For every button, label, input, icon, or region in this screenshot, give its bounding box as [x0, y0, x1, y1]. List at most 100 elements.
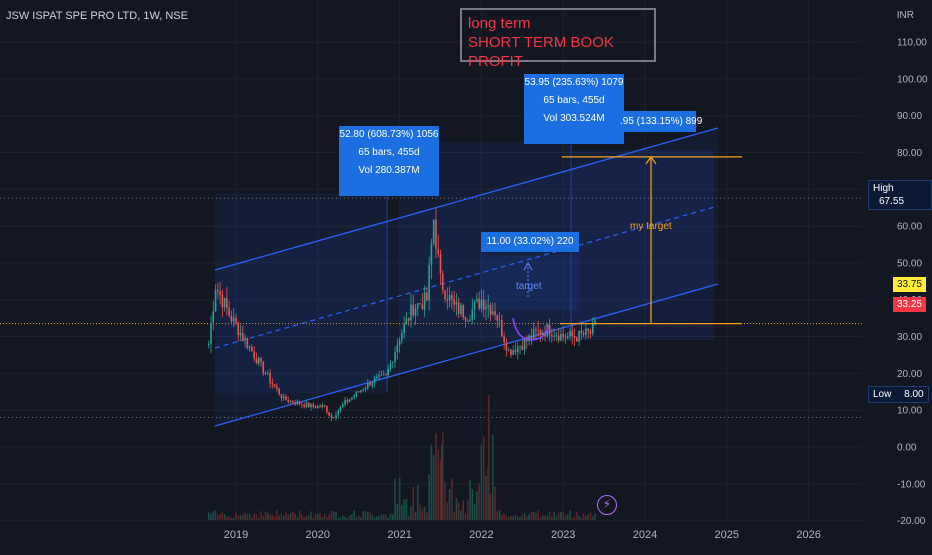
time-tick-label: 2025 — [715, 529, 739, 541]
candle-body — [564, 337, 567, 339]
volume-bar — [551, 516, 553, 520]
candle-body — [498, 319, 501, 321]
candle-body — [366, 382, 369, 389]
candle-body — [296, 401, 299, 405]
volume-bar — [582, 513, 585, 520]
volume-bar — [510, 515, 512, 520]
price-tick-label: -10.00 — [897, 479, 926, 490]
symbol-title[interactable]: JSW ISPAT SPE PRO LTD, 1W, NSE — [6, 10, 188, 22]
volume-bar — [296, 517, 299, 520]
volume-bar — [514, 514, 517, 520]
volume-bar — [301, 514, 303, 520]
candle-body — [323, 405, 326, 406]
volume-bar — [414, 511, 417, 520]
volume-bar — [260, 511, 262, 520]
candle-body — [491, 311, 494, 315]
candle-body — [580, 330, 583, 334]
candle-body — [432, 219, 435, 244]
candle-body — [269, 373, 271, 384]
candle-body — [423, 292, 426, 310]
lightning-bolt-icon[interactable]: ⚡ — [597, 495, 617, 515]
volume-bar — [498, 509, 501, 520]
volume-bar — [460, 510, 462, 520]
volume-bar — [526, 516, 528, 520]
target-annotations[interactable] — [512, 155, 742, 341]
candle-body — [521, 346, 524, 350]
candle-body — [301, 404, 303, 406]
candle-body — [262, 361, 265, 374]
candle-body — [382, 374, 385, 376]
high-label-value: 67.55 — [879, 196, 905, 207]
volume-bar — [287, 515, 290, 520]
candle-body — [371, 382, 374, 386]
candle-body — [548, 324, 551, 336]
volume-bar — [223, 514, 226, 520]
measure-2-bars: 65 bars, 455d — [543, 95, 605, 106]
price-tick-label: 0.00 — [897, 443, 917, 454]
volume-bar — [305, 516, 308, 520]
volume-bar — [512, 516, 515, 520]
time-axis[interactable]: 2019 2020 2021 2022 2023 2024 2025 2026 — [224, 529, 821, 541]
candle-body — [280, 394, 283, 399]
measure-box-4[interactable]: 11.00 (33.02%) 220 — [481, 232, 579, 252]
volume-bar — [346, 517, 349, 520]
candle-body — [285, 396, 287, 401]
volume-bar — [341, 515, 344, 520]
volume-bar — [455, 498, 458, 520]
volume-bar — [337, 517, 340, 520]
candle-body — [535, 328, 537, 330]
note-text-box[interactable]: long term SHORT TERM BOOK PROFIT — [460, 8, 656, 70]
target-label: target — [516, 281, 542, 292]
candle-body — [464, 317, 467, 321]
candle-body — [217, 289, 219, 291]
candle-body — [435, 219, 437, 249]
candle-body — [273, 384, 276, 387]
candle-body — [346, 400, 349, 402]
candle-body — [287, 400, 290, 402]
candle-body — [307, 402, 310, 408]
candle-body — [387, 369, 390, 375]
volume-bar — [412, 486, 415, 520]
candle-body — [239, 332, 242, 336]
candle-body — [351, 397, 353, 400]
volume-bar — [519, 517, 521, 520]
volume-bar — [246, 514, 249, 520]
candle-body — [553, 335, 555, 337]
candle-body — [310, 404, 312, 408]
current-price-tag: 33.75 — [892, 277, 926, 292]
volume-bar — [282, 515, 285, 520]
volume-spike — [488, 395, 490, 520]
volume-bar — [473, 503, 476, 520]
candle-body — [591, 322, 594, 334]
candle-body — [407, 318, 410, 321]
candle-body — [319, 405, 321, 408]
volume-bar — [307, 515, 310, 520]
volume-bar — [501, 515, 503, 520]
volume-bar — [528, 514, 530, 520]
volume-bar — [376, 516, 378, 520]
candle-body — [455, 302, 458, 305]
measure-box-2[interactable]: 53.95 (235.63%) 1079 65 bars, 455d Vol 3… — [524, 74, 624, 144]
volume-bar — [232, 517, 235, 520]
volume-spike — [441, 445, 443, 520]
candle-body — [303, 404, 305, 407]
candle-body — [276, 386, 278, 389]
candle-body — [228, 308, 230, 316]
candle-body — [439, 253, 442, 274]
candle-body — [360, 390, 362, 393]
volume-bar — [446, 502, 449, 520]
volume-bar — [251, 517, 253, 520]
volume-bar — [362, 511, 365, 520]
volume-bar — [466, 500, 469, 520]
volume-bar — [523, 512, 526, 520]
candle-body — [507, 349, 510, 351]
candle-body — [244, 338, 246, 341]
volume-bar — [323, 514, 326, 520]
volume-bar — [451, 478, 453, 520]
measure-box-1[interactable]: 52.80 (608.73%) 1056 65 bars, 455d Vol 2… — [339, 126, 439, 196]
measure-box-3[interactable]: .95 (133.15%) 899 — [620, 111, 702, 132]
volume-bar — [573, 516, 576, 520]
price-tick-label: 10.00 — [897, 406, 922, 417]
